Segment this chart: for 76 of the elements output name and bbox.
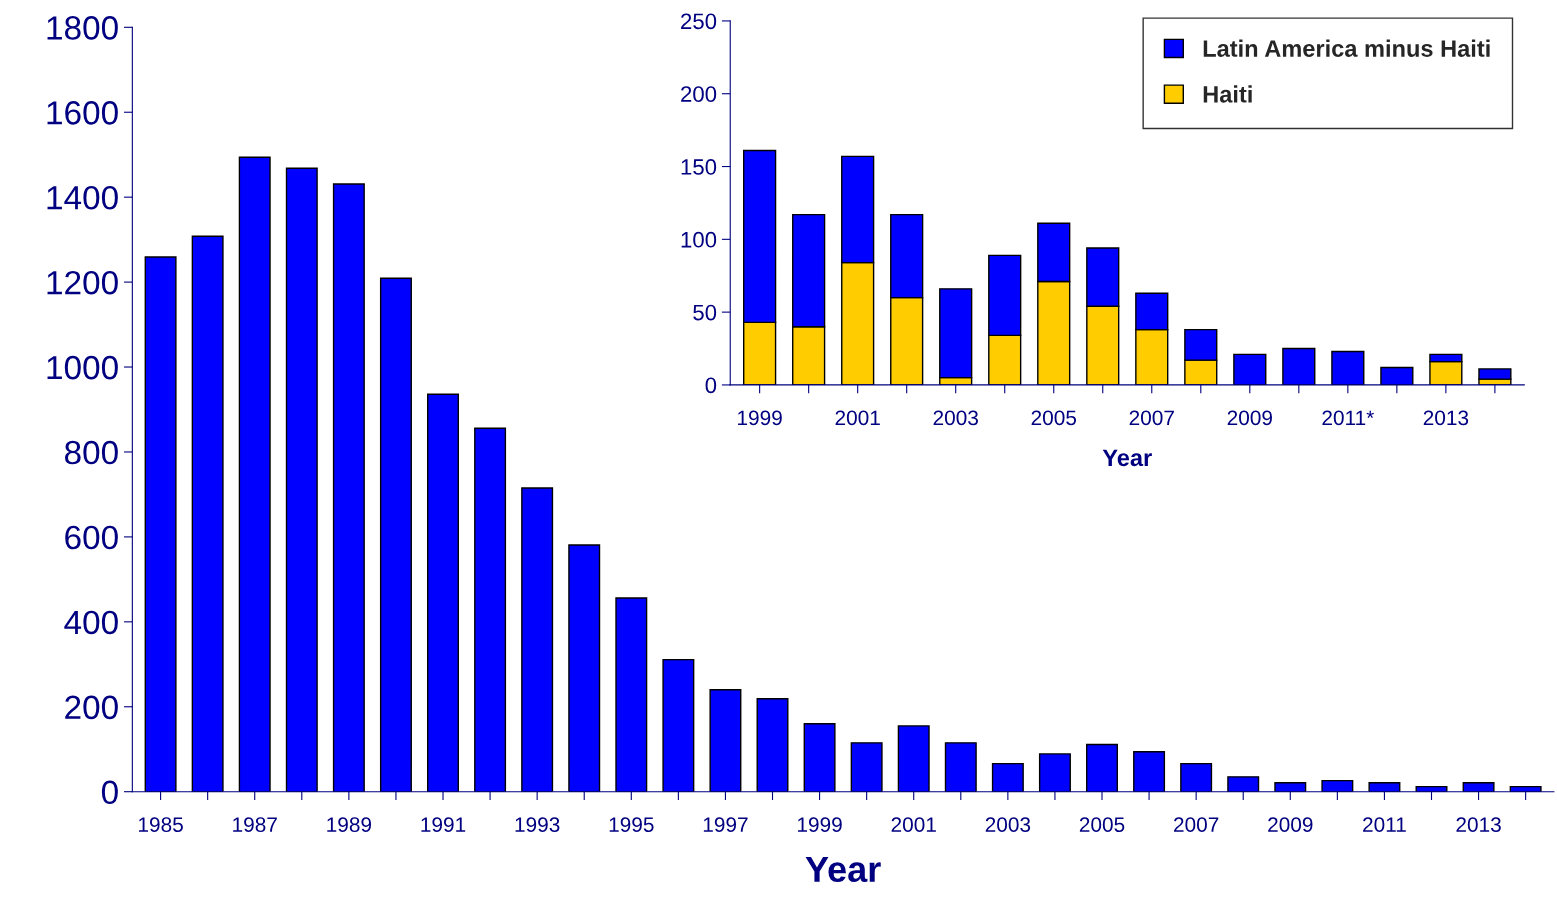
y-tick-label: 1600: [47, 101, 118, 125]
y-tick-label: 800: [64, 440, 118, 465]
bar: [144, 256, 177, 792]
bar: [1233, 353, 1267, 385]
y-tick-label: 50: [693, 304, 717, 321]
y-tick-label: 1000: [47, 355, 118, 380]
bar: [332, 183, 365, 792]
x-tick-label: 1991: [421, 817, 466, 832]
bar: [1180, 762, 1213, 792]
x-tick-label: 2009: [1227, 410, 1272, 426]
bar: [568, 544, 601, 792]
x-tick-label: 2005: [1031, 410, 1077, 426]
bar: [1282, 347, 1316, 385]
x-tick-label: 1987: [233, 817, 277, 832]
bar: [1368, 782, 1401, 792]
x-tick-label: 2007: [1174, 817, 1219, 832]
y-tick-label: 200: [65, 695, 118, 720]
bar: [285, 167, 318, 792]
legend-label: Latin America minus Haiti: [1203, 39, 1490, 57]
x-tick-label: 2001: [835, 410, 880, 426]
bar: [1086, 743, 1118, 792]
bar: [850, 742, 883, 792]
bar: [756, 698, 789, 792]
y-tick-label: 200: [681, 86, 717, 102]
bar: [1274, 782, 1307, 792]
bar: [897, 725, 930, 792]
bar: [1321, 779, 1354, 792]
y-tick-label: 150: [681, 159, 717, 175]
bar: [427, 393, 460, 792]
x-tick-label: 2013: [1423, 410, 1469, 426]
y-tick-label: 1400: [47, 185, 118, 210]
x-tick-label: 2011*: [1322, 410, 1374, 426]
x-tick-label: 2005: [1079, 817, 1125, 832]
bar: [803, 723, 836, 792]
x-tick-label: 1995: [609, 817, 654, 832]
bar: [379, 277, 412, 792]
y-tick-label: 400: [64, 610, 118, 635]
x-tick-label: 1997: [703, 817, 748, 832]
y-tick-label: 0: [101, 780, 118, 805]
x-tick-label: 2011: [1363, 817, 1406, 832]
bar: [1478, 368, 1512, 380]
x-axis-title: Year: [1102, 449, 1152, 467]
bar: [662, 658, 695, 792]
y-tick-label: 1200: [47, 270, 118, 295]
x-tick-label: 2003: [933, 410, 978, 426]
bar: [1462, 782, 1495, 792]
y-tick-label: 1800: [47, 16, 118, 40]
x-tick-label: 1989: [327, 817, 372, 832]
x-tick-label: 1985: [139, 817, 183, 832]
x-tick-label: 2003: [985, 817, 1031, 832]
bar: [991, 762, 1024, 792]
bar: [1133, 751, 1166, 792]
x-tick-label: 2001: [891, 817, 936, 832]
y-tick-label: 600: [65, 525, 118, 550]
bar: [521, 487, 554, 792]
bar: [1038, 753, 1071, 792]
x-tick-label: 1993: [515, 817, 560, 832]
x-tick-label: 1999: [738, 410, 782, 426]
bar: [1380, 366, 1414, 385]
bar: [1227, 776, 1260, 792]
bar: [191, 235, 224, 792]
x-axis-title: Year: [805, 856, 881, 883]
bar: [615, 597, 648, 792]
bar: [1331, 350, 1365, 385]
x-tick-label: 1999: [798, 817, 842, 832]
x-tick-label: 2013: [1456, 817, 1501, 832]
y-tick-label: 0: [705, 377, 717, 394]
bar: [474, 427, 507, 792]
bar: [944, 742, 977, 792]
legend-label: Haiti: [1203, 85, 1252, 103]
y-tick-label: 100: [681, 231, 717, 248]
bar: [709, 689, 742, 792]
x-tick-label: 2009: [1268, 817, 1313, 832]
x-tick-label: 2007: [1129, 410, 1174, 426]
bar: [238, 156, 271, 792]
y-tick-label: 250: [681, 13, 717, 30]
